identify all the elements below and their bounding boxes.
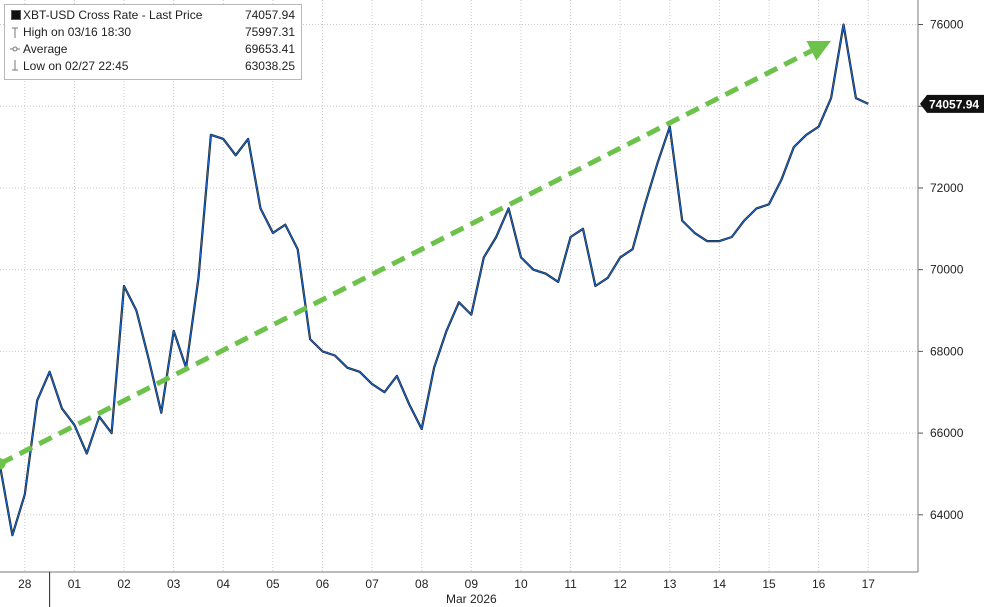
- x-tick-label: 16: [812, 577, 826, 591]
- legend-high-row: High on 03/16 18:30 75997.31: [5, 24, 301, 40]
- legend-average-row: Average 69653.41: [5, 41, 301, 57]
- trend-arrow-start-dot: [0, 458, 6, 470]
- last-price-tag-bg: [920, 94, 984, 113]
- x-tick-label: 02: [117, 577, 131, 591]
- x-tick-label: 17: [862, 577, 876, 591]
- price-line-shadow: [0, 23, 869, 537]
- series-swatch: [11, 10, 21, 20]
- low-marker-icon: [12, 60, 18, 71]
- x-tick-label: 06: [316, 577, 330, 591]
- legend-low-label: Low on 02/27 22:45: [23, 59, 129, 73]
- legend-last-value: 74057.94: [244, 8, 295, 22]
- x-tick-label: 28: [18, 577, 32, 591]
- trend-arrow-shaft: [0, 48, 813, 466]
- trend-arrow-head: [806, 40, 832, 61]
- x-tick-label: 04: [217, 577, 231, 591]
- x-axis: 28 01 02 03 04 05 06 07 08 09 10 11 12 13 14 15 16 17 Mar …: [0, 571, 918, 607]
- x-tick-label: 12: [614, 577, 628, 591]
- x-tick-label: 07: [365, 577, 379, 591]
- x-tick-label: 13: [663, 577, 677, 591]
- last-price-label: 74057.94: [929, 97, 979, 111]
- x-tick-label: 05: [266, 577, 280, 591]
- x-tick-label: 14: [713, 577, 727, 591]
- legend-title: XBT-USD Cross Rate - Last Price: [23, 8, 203, 22]
- y-tick-label: 76000: [930, 18, 964, 32]
- x-tick-label: 15: [762, 577, 776, 591]
- trend-arrow: [0, 40, 832, 470]
- legend-average-value: 69653.41: [244, 42, 295, 56]
- x-tick-label: 08: [415, 577, 429, 591]
- legend-high-label: High on 03/16 18:30: [23, 25, 132, 39]
- y-axis: 64000660006800070000720007400076000: [917, 0, 964, 572]
- high-marker-icon: [12, 27, 18, 38]
- y-tick-label: 66000: [930, 426, 964, 440]
- x-tick-label: 03: [167, 577, 181, 591]
- y-tick-label: 70000: [930, 263, 964, 277]
- legend-low-value: 63038.25: [244, 59, 295, 73]
- legend-high-value: 75997.31: [244, 25, 295, 39]
- price-line: [0, 24, 869, 536]
- x-tick-label: 09: [465, 577, 479, 591]
- y-tick-label: 64000: [930, 508, 964, 522]
- y-tick-label: 68000: [930, 344, 964, 358]
- legend-low-row: Low on 02/27 22:45 63038.25: [5, 58, 301, 74]
- legend-average-label: Average: [23, 42, 68, 56]
- gridlines: [0, 0, 918, 572]
- legend-title-row: XBT-USD Cross Rate - Last Price 74057.94: [5, 7, 301, 23]
- average-marker-icon: [10, 46, 20, 52]
- y-tick-label: 72000: [930, 181, 964, 195]
- x-tick-label: 11: [564, 577, 577, 591]
- legend: XBT-USD Cross Rate - Last Price 74057.94…: [4, 4, 302, 80]
- price-series: [0, 23, 869, 537]
- x-tick-label: 10: [514, 577, 528, 591]
- x-tick-label: 01: [68, 577, 82, 591]
- x-axis-month-label: Mar 2026: [446, 592, 497, 606]
- last-price-tag: 74057.94: [920, 94, 984, 113]
